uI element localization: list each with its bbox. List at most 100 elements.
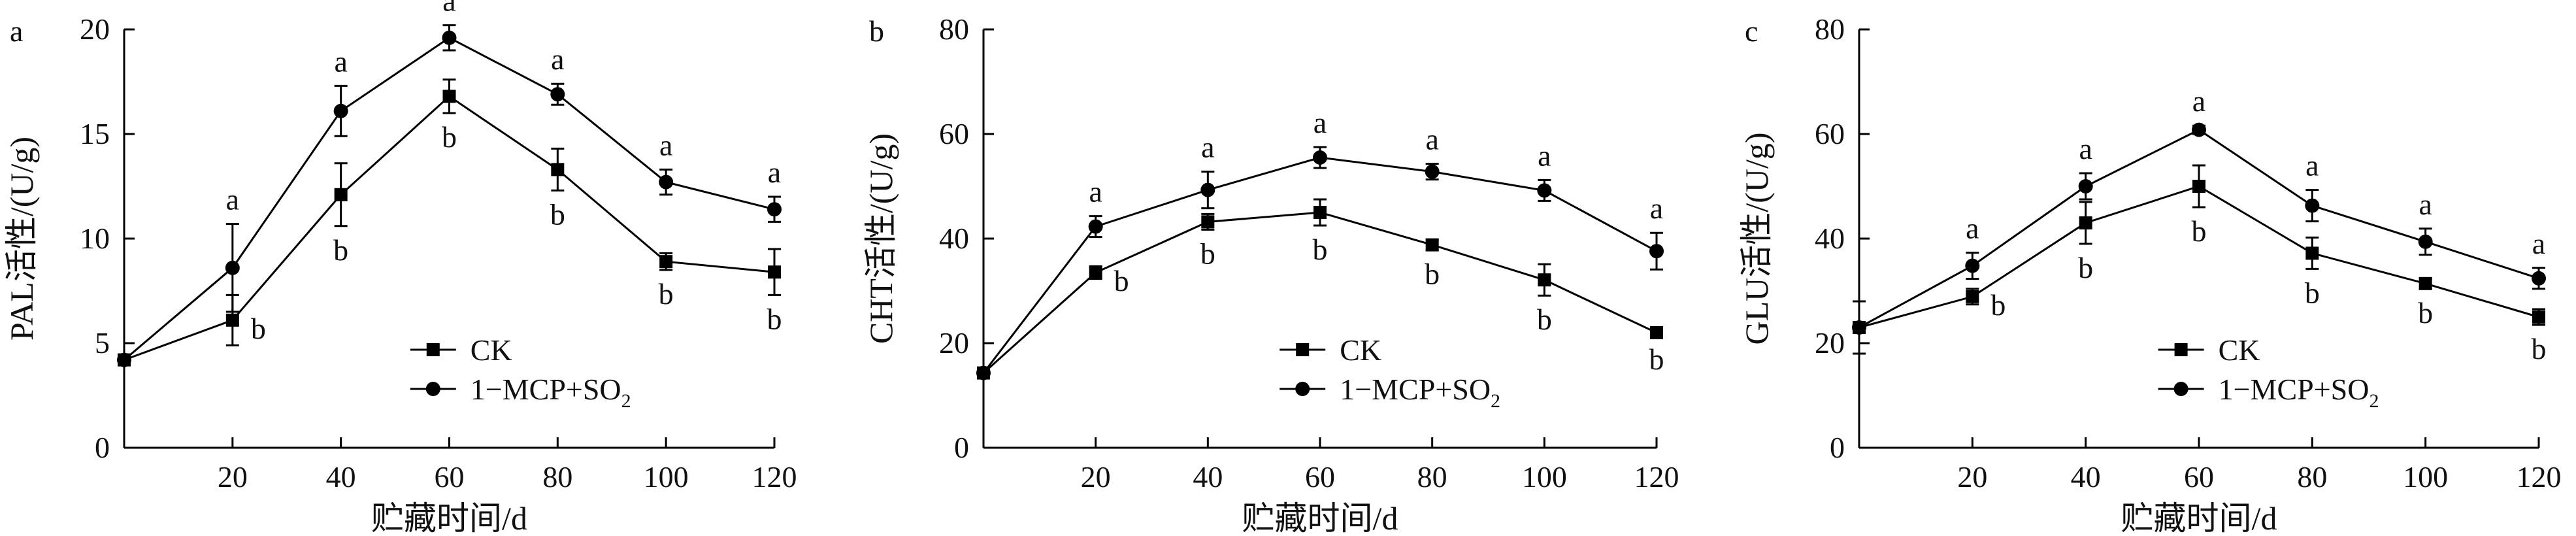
x-tick-label: 40 — [1193, 460, 1223, 494]
data-point-circle — [1537, 183, 1552, 198]
x-tick-label: 40 — [2071, 460, 2101, 494]
significance-label: a — [2532, 227, 2545, 260]
significance-label: a — [659, 128, 672, 161]
data-point-square — [551, 163, 565, 176]
significance-label: b — [659, 277, 674, 310]
legend-marker-square — [426, 343, 440, 356]
chart-panel-a: a 0 5 10 15 20 20 40 60 80 100 120 贮藏时间/d PAL活性/(U/g)… — [3, 0, 797, 536]
series-mcp-so2: a a a a a a — [117, 0, 782, 367]
y-tick-label: 15 — [80, 117, 110, 150]
data-point-square — [1313, 206, 1327, 219]
x-tick-label: 80 — [542, 460, 572, 494]
x-tick-label: 20 — [218, 460, 248, 494]
legend-label-text: CK — [1340, 333, 1381, 367]
legend-label-text: 1−MCP+SO — [2219, 373, 2370, 406]
legend-label-text: CK — [471, 333, 512, 367]
y-tick-label: 10 — [80, 222, 110, 255]
x-tick-label: 120 — [1634, 460, 1679, 494]
data-point-square — [1966, 290, 1979, 303]
legend-marker-circle — [425, 382, 440, 396]
panel-letter: c — [1745, 14, 1758, 48]
data-point-square — [1650, 326, 1663, 339]
legend-label-subscript: 2 — [2369, 390, 2379, 412]
significance-label: a — [1966, 212, 1979, 245]
series-mcp-so2: a a a a a a — [1852, 84, 2546, 355]
data-point-circle — [1649, 244, 1664, 259]
y-tick-label: 40 — [1815, 222, 1845, 255]
significance-label: a — [1425, 123, 1438, 156]
y-tick-label: 60 — [1815, 117, 1845, 150]
significance-label: a — [1089, 175, 1102, 209]
x-tick-label: 100 — [2403, 460, 2448, 494]
data-point-square — [1089, 266, 1102, 279]
x-tick-label: 40 — [326, 460, 356, 494]
data-point-square — [2419, 276, 2432, 290]
legend: CK 1−MCP+SO2 — [410, 333, 631, 412]
legend-marker-circle — [1295, 382, 1310, 396]
legend-label-text: CK — [2219, 333, 2260, 367]
x-tick-label: 60 — [1305, 460, 1335, 494]
data-point-circle — [1088, 219, 1103, 234]
significance-label: b — [2532, 332, 2547, 365]
legend-label-text: 1−MCP+SO — [1340, 373, 1491, 406]
x-tick-label: 100 — [644, 460, 689, 494]
legend-label: 1−MCP+SO2 — [471, 373, 631, 412]
data-point-circle — [976, 365, 991, 380]
series-ck: b b b b b b — [118, 78, 782, 367]
x-tick-label: 20 — [1081, 460, 1111, 494]
legend-label: CK — [1340, 333, 1381, 367]
data-point-circle — [117, 352, 131, 367]
data-point-circle — [333, 103, 348, 118]
data-point-square — [768, 265, 781, 279]
significance-label: b — [1990, 288, 2006, 322]
legend-marker-square — [2174, 343, 2188, 356]
legend-marker-square — [1296, 343, 1310, 356]
panel-letter: a — [10, 14, 23, 48]
significance-label: b — [442, 120, 457, 154]
y-tick-label: 60 — [939, 117, 969, 150]
significance-label: b — [2305, 276, 2320, 309]
x-axis-title: 贮藏时间/d — [371, 500, 527, 536]
significance-label: b — [1537, 303, 1552, 336]
data-point-circle — [2532, 271, 2546, 286]
data-point-circle — [659, 175, 674, 190]
legend-label: 1−MCP+SO2 — [1340, 373, 1500, 412]
legend-label: CK — [2219, 333, 2260, 367]
y-tick-label: 5 — [95, 326, 110, 360]
significance-label: a — [442, 0, 455, 18]
panel-letter: b — [869, 14, 884, 48]
significance-label: b — [1649, 343, 1664, 376]
significance-label: a — [1538, 139, 1551, 172]
y-tick-label: 20 — [939, 326, 969, 360]
legend-label-subscript: 2 — [621, 390, 631, 412]
data-point-circle — [2418, 234, 2433, 249]
x-axis-title: 贮藏时间/d — [2121, 500, 2277, 536]
y-tick-label: 80 — [1815, 12, 1845, 46]
significance-label: b — [2192, 214, 2207, 248]
data-point-square — [2192, 180, 2205, 193]
y-axis-title: CHT活性/(U/g) — [863, 133, 899, 344]
y-tick-label: 40 — [939, 222, 969, 255]
data-point-circle — [2192, 122, 2206, 137]
data-point-circle — [1965, 258, 1980, 273]
data-point-circle — [225, 260, 240, 275]
y-axis-title: GLU活性/(U/g) — [1738, 133, 1775, 345]
legend-label-subscript: 2 — [1491, 390, 1500, 412]
significance-label: b — [2418, 296, 2433, 329]
y-tick-label: 0 — [1830, 431, 1845, 464]
x-tick-label: 80 — [1417, 460, 1447, 494]
significance-label: b — [1425, 258, 1440, 291]
data-point-circle — [1200, 182, 1215, 197]
significance-label: b — [333, 233, 348, 267]
data-point-circle — [1313, 150, 1327, 165]
significance-label: a — [334, 44, 347, 78]
legend: CK 1−MCP+SO2 — [1280, 333, 1500, 412]
data-point-square — [225, 313, 239, 327]
significance-label: a — [2419, 188, 2432, 221]
legend-marker-circle — [2173, 382, 2188, 396]
y-axis-title: PAL活性/(U/g) — [3, 137, 40, 341]
significance-label: b — [1313, 233, 1328, 266]
significance-label: a — [1313, 106, 1327, 139]
significance-label: a — [551, 42, 564, 76]
